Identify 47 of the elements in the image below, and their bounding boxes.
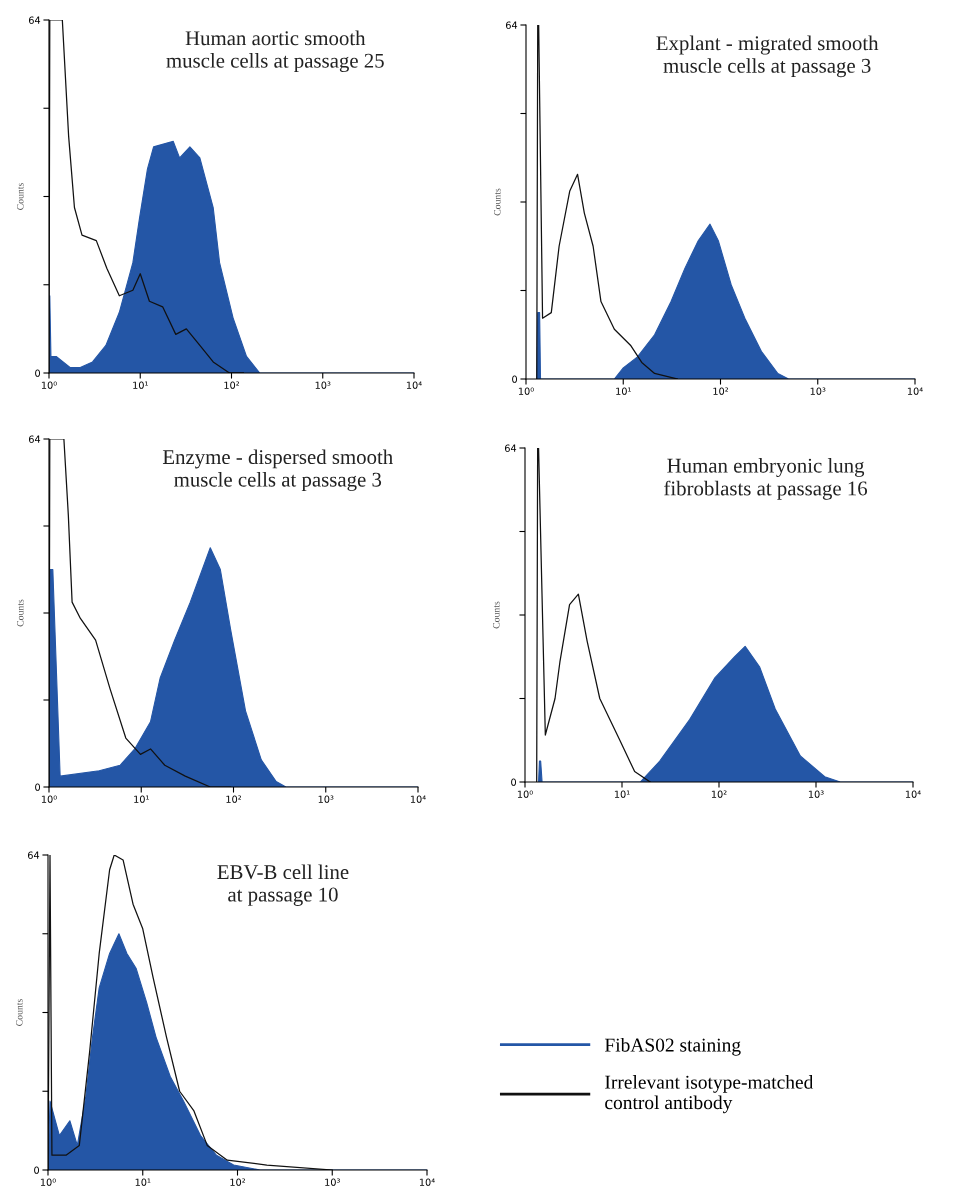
text: EBV-B cell line at passage 10 (217, 864, 349, 906)
y-tick-label: 64 (504, 444, 517, 452)
x-tick-label: 10¹ (135, 1178, 151, 1186)
x-tick-label: 10⁴ (410, 795, 426, 803)
text: Enzyme - dispersed smooth muscle cells at passage 3 (162, 449, 393, 491)
x-tick-label: 10³ (810, 387, 826, 395)
y-tick-label: 0 (511, 778, 517, 786)
x-tick-label: 10² (224, 381, 240, 389)
y-axis-title: Counts (493, 601, 500, 629)
x-tick-label: 10⁴ (419, 1178, 435, 1186)
y-tick-label: 64 (28, 435, 41, 443)
x-tick-label: 10⁴ (905, 790, 921, 798)
x-tick-label: 10³ (318, 795, 334, 803)
x-tick-label: 10³ (325, 1178, 340, 1186)
text: Human aortic smooth muscle cells at passage 25 (166, 30, 384, 73)
x-tick-label: 10⁰ (517, 790, 533, 798)
y-tick-label: 0 (512, 375, 518, 383)
x-tick-label: 10¹ (614, 790, 630, 798)
y-tick-label: 0 (34, 1166, 40, 1174)
x-tick-label: 10⁴ (907, 387, 923, 395)
y-tick-label: 64 (28, 16, 41, 24)
x-tick-label: 10³ (315, 381, 331, 389)
x-tick-label: 10⁴ (406, 381, 422, 389)
legend-label: FibAS02 staining (604, 1037, 741, 1056)
x-tick-label: 10⁰ (518, 387, 534, 395)
y-axis-title: Counts (16, 999, 23, 1026)
text: Explant - migrated smooth muscle cells at passage 3 (656, 35, 879, 78)
x-tick-label: 10¹ (616, 387, 631, 395)
x-tick-label: 10³ (808, 790, 824, 798)
y-tick-label: 64 (505, 21, 518, 29)
y-axis-title: Counts (17, 183, 24, 210)
y-tick-label: 0 (35, 783, 41, 791)
x-tick-label: 10¹ (134, 795, 149, 803)
y-axis-title: Counts (494, 188, 501, 216)
x-tick-label: 10² (226, 795, 242, 803)
x-tick-label: 10² (230, 1178, 246, 1186)
legend-label: Irrelevant isotype-matched control antibody (605, 1075, 814, 1114)
x-tick-label: 10⁰ (41, 381, 57, 389)
y-tick-label: 0 (35, 369, 41, 377)
y-axis-title: Counts (17, 599, 24, 627)
x-tick-label: 10² (713, 387, 729, 395)
x-tick-label: 10⁰ (41, 795, 57, 803)
x-tick-label: 10² (711, 790, 727, 798)
text: Human embryonic lung fibroblasts at passage 16 (664, 458, 868, 500)
x-tick-label: 10⁰ (40, 1178, 56, 1186)
x-tick-label: 10¹ (133, 381, 148, 389)
y-tick-label: 64 (27, 851, 40, 859)
